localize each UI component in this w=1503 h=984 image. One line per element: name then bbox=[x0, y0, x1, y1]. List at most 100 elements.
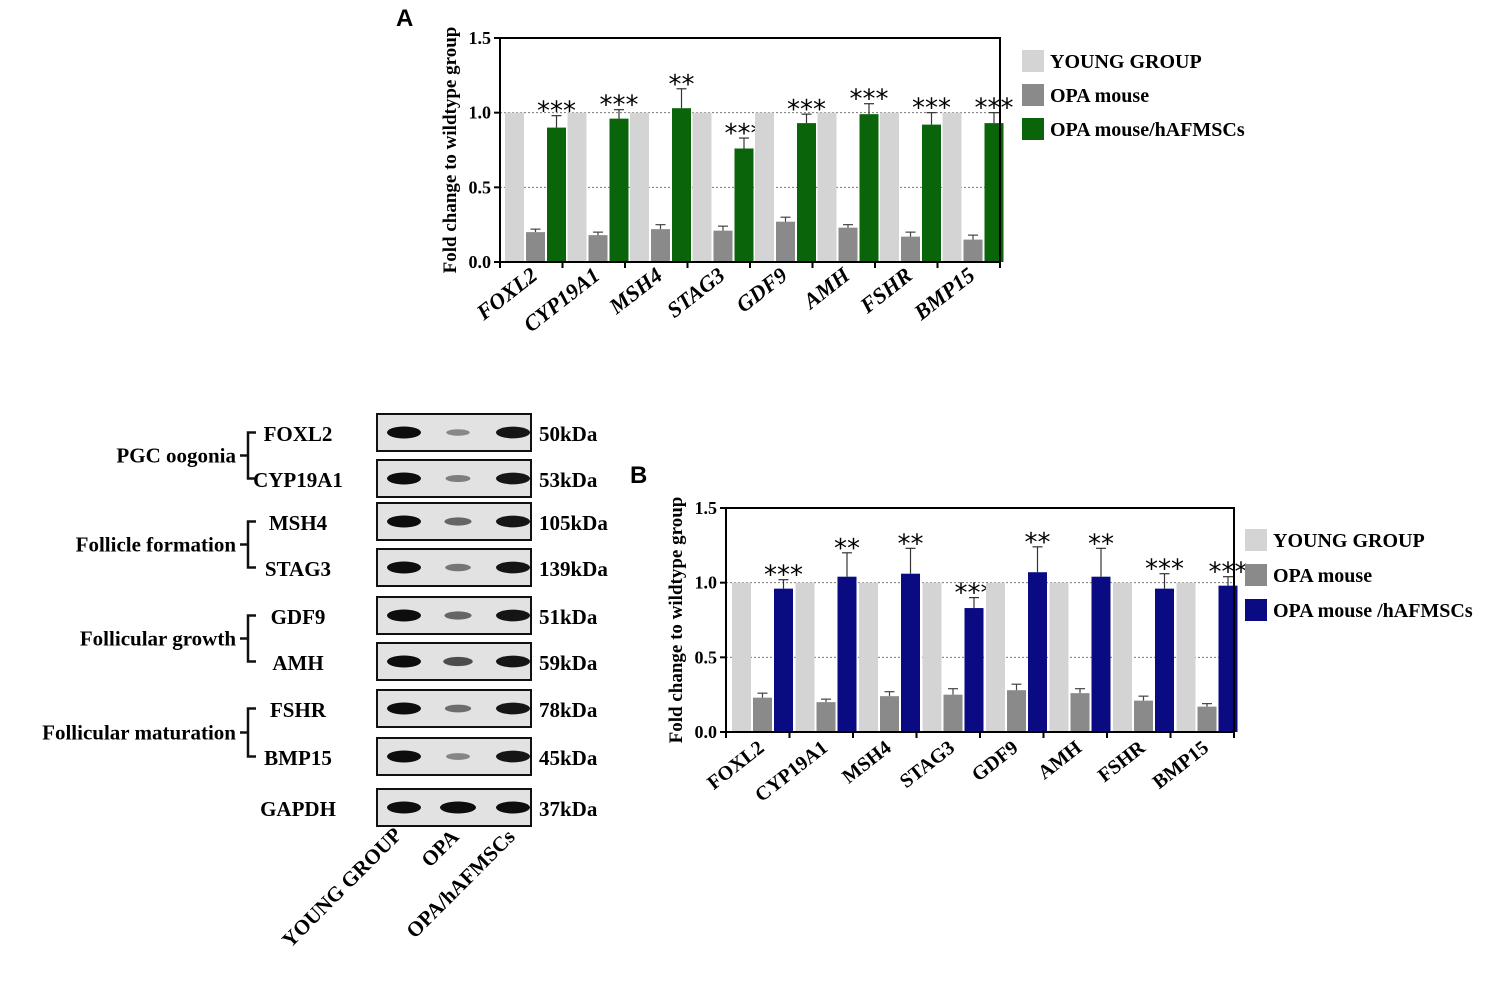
bar bbox=[692, 112, 712, 263]
bar bbox=[922, 124, 941, 262]
category-label: GDF9 bbox=[968, 737, 1023, 786]
bar bbox=[1113, 582, 1132, 732]
blot-band bbox=[443, 656, 473, 667]
blot-band bbox=[496, 472, 530, 485]
bar bbox=[1134, 700, 1153, 732]
bar bbox=[1007, 690, 1026, 732]
significance-marker: *** bbox=[1145, 555, 1184, 585]
panel-label-b: B bbox=[630, 462, 647, 489]
bar-chart-b: Fold change to wildtype group ***FOXL2**C… bbox=[666, 497, 1473, 807]
bar bbox=[837, 576, 857, 732]
blot-band bbox=[446, 429, 470, 436]
blot-band bbox=[496, 609, 530, 622]
category-label: STAG3 bbox=[662, 262, 729, 322]
bar bbox=[732, 582, 751, 732]
group-label: Follicular maturation bbox=[42, 721, 236, 745]
blot-band bbox=[445, 563, 471, 572]
blot-band bbox=[446, 753, 470, 760]
bar bbox=[651, 229, 670, 262]
protein-label: GDF9 bbox=[271, 605, 326, 629]
lane-label: YOUNG GROUP bbox=[277, 822, 407, 952]
category-label: FSHR bbox=[1094, 736, 1150, 787]
y-axis-label: Fold change to wildtype group bbox=[440, 27, 461, 274]
blot-band bbox=[496, 801, 530, 814]
group-bracket bbox=[240, 431, 256, 480]
bar bbox=[817, 112, 837, 263]
protein-label: FOXL2 bbox=[264, 422, 333, 446]
category-label: STAG3 bbox=[896, 737, 959, 793]
western-blot-panel: FOXL2 50kDa CYP19A1 53kDa MSH4 105kDa STAG3 139… bbox=[42, 413, 608, 952]
significance-marker: *** bbox=[1209, 558, 1248, 588]
blot-band bbox=[444, 704, 472, 713]
group-label: Follicle formation bbox=[76, 533, 237, 557]
y-tick-label: 1.0 bbox=[469, 103, 492, 123]
blot-band bbox=[496, 561, 530, 574]
bar bbox=[922, 582, 942, 732]
group-label: PGC oogonia bbox=[116, 444, 236, 468]
bar bbox=[672, 108, 691, 262]
bar bbox=[816, 702, 836, 732]
bar bbox=[1197, 706, 1217, 732]
category-label: FSHR bbox=[854, 262, 916, 318]
molecular-weight-label: 45kDa bbox=[539, 746, 598, 770]
bar bbox=[753, 697, 772, 732]
y-axis-label: Fold change to wildtype group bbox=[666, 497, 687, 744]
bar bbox=[734, 148, 754, 262]
y-tick-label: 1.5 bbox=[695, 498, 718, 518]
blot-band bbox=[496, 515, 530, 528]
bar bbox=[859, 582, 878, 732]
significance-marker: ** bbox=[834, 534, 860, 564]
bar bbox=[547, 127, 566, 262]
bar bbox=[505, 112, 524, 263]
group-label: Follicular growth bbox=[80, 627, 236, 651]
bar bbox=[963, 239, 983, 262]
protein-label: AMH bbox=[272, 651, 323, 675]
blot-band bbox=[387, 426, 421, 439]
bar bbox=[1028, 572, 1047, 732]
molecular-weight-label: 78kDa bbox=[539, 698, 598, 722]
group-bracket bbox=[240, 707, 256, 758]
blot-band bbox=[445, 474, 471, 483]
bar bbox=[901, 236, 920, 262]
bar bbox=[588, 235, 608, 262]
legend-swatch bbox=[1022, 118, 1044, 140]
molecular-weight-label: 105kDa bbox=[539, 511, 608, 535]
bar bbox=[774, 588, 793, 732]
molecular-weight-label: 53kDa bbox=[539, 468, 598, 492]
bar bbox=[943, 694, 963, 732]
bar bbox=[1049, 582, 1069, 732]
blot-band bbox=[444, 611, 472, 620]
legend-label: OPA mouse /hAFMSCs bbox=[1273, 600, 1473, 622]
blot-band bbox=[496, 702, 530, 715]
legend-label: YOUNG GROUP bbox=[1273, 530, 1425, 552]
significance-marker: ** bbox=[669, 70, 695, 100]
bar bbox=[713, 230, 733, 262]
significance-marker: ** bbox=[898, 529, 924, 559]
category-label: MSH4 bbox=[838, 737, 895, 789]
bar bbox=[964, 608, 984, 732]
molecular-weight-label: 59kDa bbox=[539, 651, 598, 675]
category-label: BMP15 bbox=[1149, 737, 1213, 794]
bar bbox=[776, 221, 795, 262]
group-bracket bbox=[240, 520, 256, 569]
bar bbox=[567, 112, 587, 263]
legend-swatch bbox=[1022, 84, 1044, 106]
blot-band bbox=[496, 750, 530, 763]
y-tick-label: 0.5 bbox=[469, 177, 492, 197]
category-label: GDF9 bbox=[731, 262, 792, 317]
bar bbox=[1155, 588, 1174, 732]
blot-band bbox=[496, 655, 530, 668]
y-tick-label: 0.5 bbox=[695, 647, 718, 667]
lane-label: OPA bbox=[416, 824, 464, 872]
legend-label: OPA mouse/hAFMSCs bbox=[1050, 119, 1245, 141]
bar bbox=[942, 112, 962, 263]
significance-marker: *** bbox=[975, 94, 1014, 124]
legend-swatch bbox=[1245, 529, 1267, 551]
bar bbox=[1176, 582, 1196, 732]
bar bbox=[609, 118, 629, 262]
group-bracket bbox=[240, 614, 256, 663]
category-label: MSH4 bbox=[603, 262, 666, 319]
y-tick-label: 1.0 bbox=[695, 573, 718, 593]
bar bbox=[1091, 576, 1111, 732]
